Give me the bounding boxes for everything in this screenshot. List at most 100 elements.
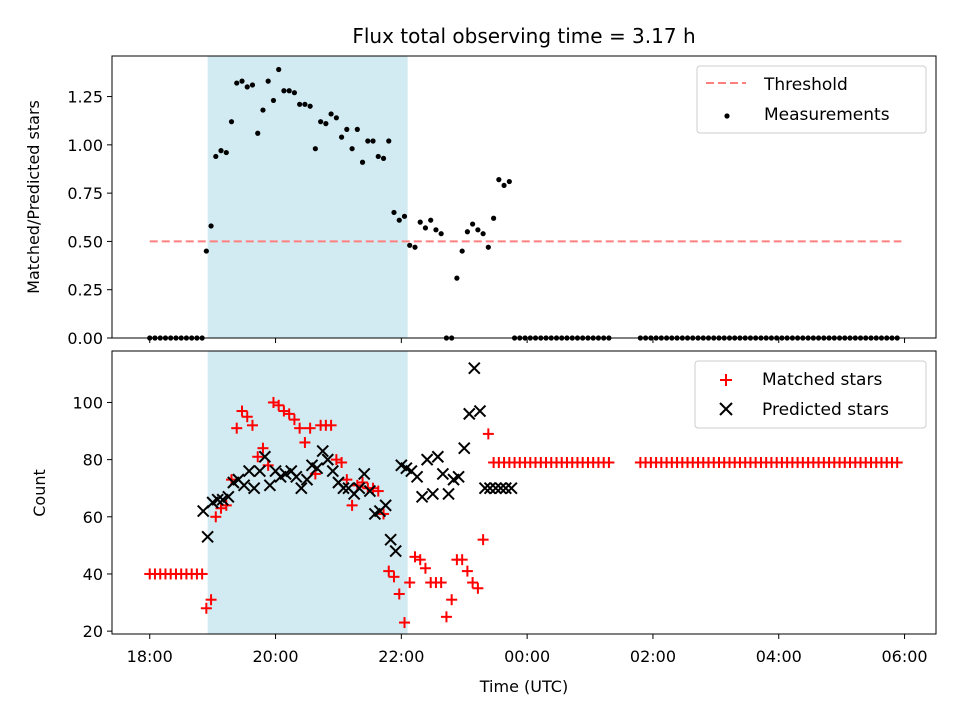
matched-star-point — [467, 577, 479, 589]
bottom-y-tick-label: 40 — [83, 565, 103, 584]
matched-star-point — [246, 419, 258, 431]
predicted-star-point — [326, 464, 339, 478]
predicted-star-point — [242, 464, 256, 478]
top-y-tick-label: 1.00 — [67, 136, 103, 155]
measurement-point — [438, 231, 444, 237]
predicted-star-point — [410, 470, 424, 483]
measurement-point — [485, 244, 491, 250]
measurement-point — [475, 227, 481, 233]
measurement-point — [506, 178, 512, 185]
predicted-star-point — [363, 484, 377, 498]
predicted-star-point — [489, 482, 502, 495]
predicted-star-point — [473, 404, 487, 418]
measurement-point — [270, 97, 277, 104]
matched-star-point — [398, 617, 410, 629]
predicted-star-point — [505, 482, 518, 495]
bottom-legend: Matched stars Predicted stars — [694, 360, 927, 429]
matched-star-point — [891, 456, 903, 468]
predicted-star-point — [384, 533, 397, 546]
measurement-point — [228, 119, 235, 125]
measurement-point — [401, 213, 408, 219]
predicted-star-point — [290, 470, 303, 483]
bottom-y-tick-label: 80 — [83, 451, 103, 470]
bottom-x-tick-label: 20:00 — [252, 647, 298, 666]
measurement-point — [365, 138, 371, 144]
predicted-star-point — [494, 482, 507, 495]
measurement-point — [344, 126, 350, 132]
matched-star-point — [456, 554, 468, 566]
matched-star-point — [252, 451, 264, 463]
predicted-star-point — [201, 530, 214, 544]
predicted-star-point — [247, 482, 261, 495]
matched-star-point — [294, 422, 306, 434]
measurement-point — [239, 78, 245, 84]
predicted-star-point — [352, 482, 366, 495]
matched-star-point — [341, 474, 353, 486]
measurement-point — [338, 134, 345, 140]
legend-threshold-label: Threshold — [763, 75, 848, 95]
predicted-star-point — [211, 493, 224, 506]
top-y-tick-label: 0.75 — [67, 184, 103, 203]
matched-star-point — [446, 594, 458, 606]
measurement-point — [380, 155, 387, 161]
predicted-star-point — [253, 464, 267, 478]
predicted-star-point — [300, 473, 314, 486]
predicted-star-point — [468, 361, 481, 375]
bottom-x-axis-label: Time (UTC) — [479, 677, 568, 696]
predicted-star-point — [499, 482, 512, 495]
matched-star-point — [241, 411, 253, 423]
top-y-tick-label: 1.25 — [67, 88, 103, 107]
matched-star-point — [414, 554, 426, 566]
measurement-point — [428, 217, 434, 223]
matched-stars-series — [144, 396, 903, 629]
legend-matched-swatch — [720, 374, 732, 386]
measurement-point — [370, 138, 376, 144]
measurement-point — [491, 215, 497, 221]
measurement-point — [333, 115, 339, 121]
bottom-y-tick-label: 60 — [83, 508, 103, 527]
measurement-point — [265, 78, 271, 84]
measurement-point — [281, 88, 287, 94]
predicted-star-point — [358, 467, 371, 481]
matched-star-point — [419, 562, 431, 574]
predicted-star-point — [420, 453, 434, 466]
predicted-star-point — [222, 490, 235, 503]
measurement-point — [307, 103, 313, 109]
measurement-point — [359, 159, 366, 165]
measurement-point — [464, 229, 470, 235]
matched-star-point — [404, 577, 416, 589]
bottom-shaded-interval — [207, 351, 408, 634]
predicted-star-point — [337, 482, 350, 495]
matched-star-point — [603, 456, 615, 468]
predicted-star-point — [426, 487, 440, 501]
measurement-point — [244, 84, 250, 90]
measurement-point — [302, 101, 308, 107]
predicted-star-point — [452, 470, 465, 483]
measurement-point — [213, 153, 219, 160]
predicted-star-point — [389, 544, 402, 558]
measurement-point — [407, 242, 413, 248]
matched-star-point — [196, 568, 208, 580]
bottom-x-tick-label: 22:00 — [378, 647, 424, 666]
top-y-axis-label: Matched/Predicted stars — [24, 100, 43, 294]
predicted-star-point — [316, 444, 329, 458]
measurement-point — [297, 101, 303, 107]
predicted-star-point — [415, 490, 429, 503]
measurement-point — [312, 146, 318, 152]
bottom-y-tick-label: 20 — [83, 622, 103, 641]
matched-star-point — [231, 422, 243, 434]
matched-star-point — [200, 602, 212, 614]
predicted-star-point — [463, 407, 476, 421]
legend-measurements-swatch — [724, 113, 730, 119]
matched-star-point — [393, 588, 405, 600]
measurement-point — [422, 225, 429, 231]
measurement-point — [349, 146, 355, 152]
measurement-point — [417, 219, 423, 225]
measurement-point — [291, 90, 298, 96]
top-y-tick-label: 0.25 — [67, 281, 103, 300]
measurement-point — [249, 82, 256, 88]
measurement-point — [286, 88, 292, 94]
measurement-point — [386, 138, 392, 144]
bottom-x-tick-label: 02:00 — [630, 647, 676, 666]
predicted-star-point — [436, 467, 450, 481]
